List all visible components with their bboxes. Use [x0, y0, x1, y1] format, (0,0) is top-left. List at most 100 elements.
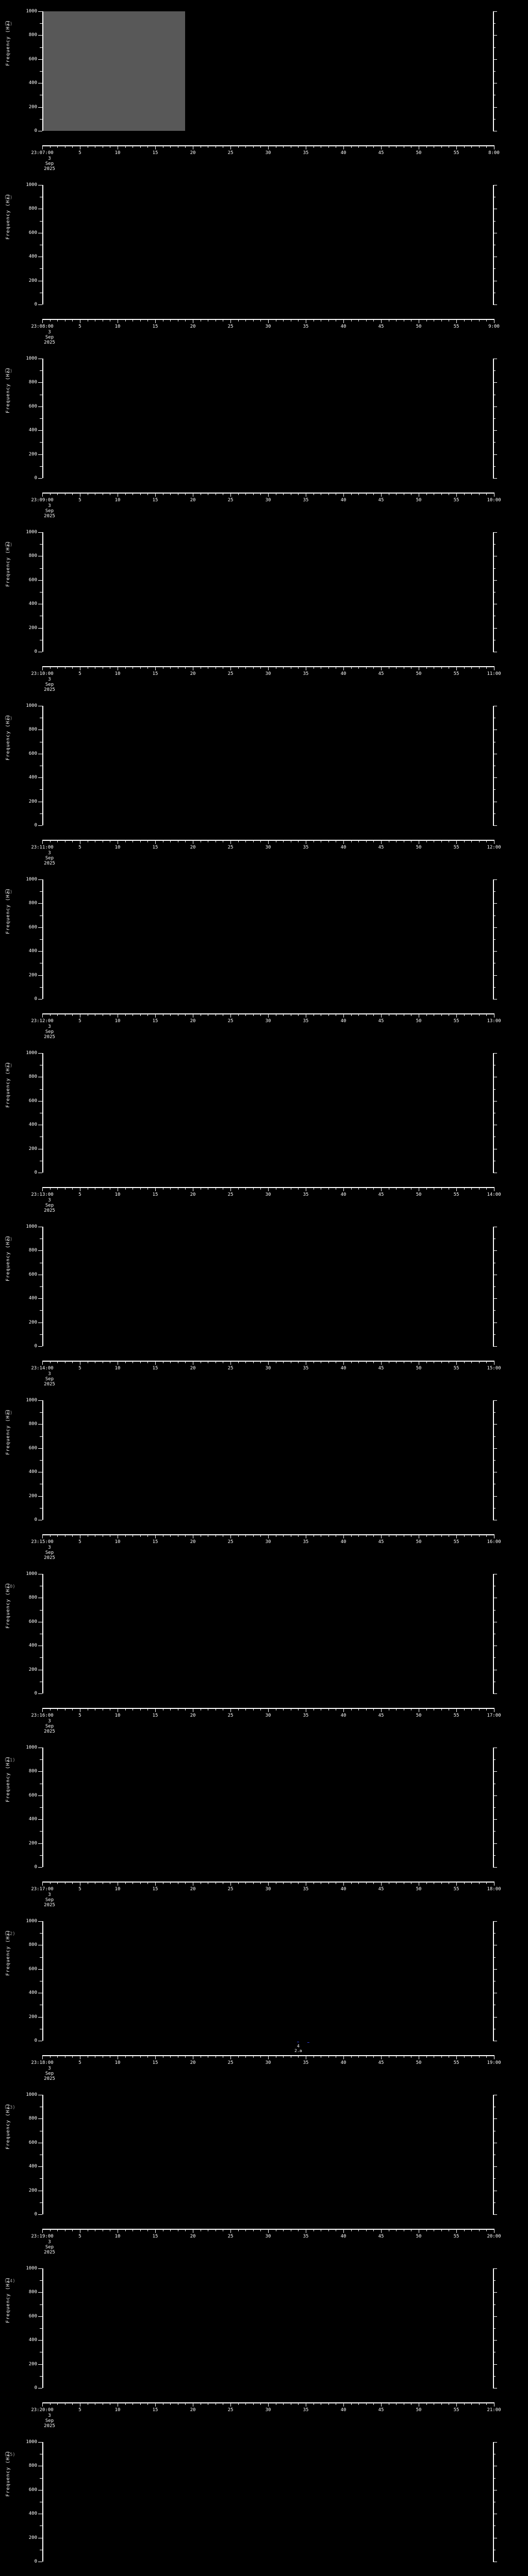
date-line: Sep [45, 161, 54, 166]
x-axis-minor-tick [238, 1708, 239, 1710]
x-axis-minor-tick [478, 319, 480, 321]
x-axis-tick [268, 1013, 269, 1018]
y-axis-tick-label: 600 [28, 56, 37, 62]
x-axis-tick-label: 40 [340, 2408, 346, 2413]
right-axis-minor-tick [493, 2280, 496, 2281]
right-axis-minor-tick [493, 939, 496, 940]
x-axis-tick-label: 55 [453, 1887, 459, 1892]
x-axis-minor-tick [72, 1187, 73, 1190]
y-axis-tick [38, 1819, 42, 1820]
y-axis-tick [38, 1795, 42, 1796]
annotation-label: 4 2.a [294, 2044, 302, 2053]
x-axis-minor-tick [373, 1708, 374, 1710]
right-axis-tick [493, 1496, 497, 1497]
y-axis-minor-tick [40, 466, 42, 467]
y-axis-tick-label: 600 [28, 1272, 37, 1277]
x-axis-tick-label: 10 [114, 671, 121, 676]
x-axis-minor-tick [366, 1882, 367, 1884]
x-axis-minor-tick [238, 2402, 239, 2405]
y-axis-tick-label: 1000 [26, 1398, 37, 1403]
x-axis-minor-tick [245, 666, 246, 669]
x-axis-tick [381, 1534, 382, 1538]
panel-number: (12) [4, 1931, 15, 1937]
x-axis-tick [268, 319, 269, 323]
y-axis-tick [38, 1298, 42, 1299]
x-axis-minor-tick [358, 1361, 359, 1363]
x-axis-minor-tick [245, 1187, 246, 1190]
y-axis-tick-label: 800 [28, 901, 37, 906]
x-axis-tick [343, 2229, 344, 2233]
right-axis-tick [493, 532, 497, 533]
y-axis-title: Frequency (Hz) [6, 714, 11, 760]
y-axis-tick [38, 1969, 42, 1970]
x-axis-minor-tick [260, 840, 261, 842]
y-axis-tick-label: 1000 [26, 2266, 37, 2271]
x-axis-tick-label: 50 [416, 1366, 422, 1371]
y-axis-tick-label: 600 [28, 2140, 37, 2145]
x-axis-tick-label: 55 [453, 498, 459, 503]
y-axis-minor-tick [40, 2328, 42, 2329]
x-axis-date-label: 3 Sep 2025 [44, 1371, 55, 1387]
y-axis-minor-tick [40, 1957, 42, 1958]
y-axis-tick-label: 400 [28, 2337, 37, 2343]
x-axis-minor-tick [185, 1882, 186, 1884]
plot-area [42, 1053, 494, 1173]
y-axis-spine [42, 1227, 43, 1346]
date-line: Sep [45, 1897, 54, 1903]
x-axis-tick-label: 5 [78, 845, 81, 850]
x-axis-minor-tick [253, 1361, 254, 1363]
x-axis-minor-tick [283, 1013, 284, 1016]
y-axis-tick-label: 800 [28, 32, 37, 38]
x-axis-tick-label: 50 [416, 498, 422, 503]
x-axis-tick-label: 15 [152, 1192, 158, 1197]
right-axis-tick [493, 1867, 497, 1868]
x-axis-minor-tick [373, 666, 374, 669]
x-axis-minor-tick [471, 145, 472, 148]
x-axis-date-label: 3 Sep 2025 [44, 1892, 55, 1908]
x-axis-minor-tick [486, 319, 487, 321]
y-axis-tick [38, 825, 42, 826]
y-axis-minor-tick [40, 118, 42, 120]
right-axis-tick [493, 1693, 497, 1694]
right-axis-tick [493, 2364, 497, 2365]
x-axis-minor-tick [426, 2229, 427, 2231]
x-axis-minor-tick [170, 1708, 171, 1710]
y-axis-tick-label: 400 [28, 254, 37, 260]
x-axis-minor-tick [170, 840, 171, 842]
x-axis-minor-tick [464, 2229, 465, 2231]
y-axis-tick-label: 400 [28, 1643, 37, 1649]
x-axis-end-label: 18:00 [487, 1887, 501, 1892]
y-axis-tick-label: 400 [28, 775, 37, 781]
right-axis-minor-tick [493, 418, 496, 419]
x-axis-minor-tick [283, 493, 284, 495]
x-axis-end-label: 9:00 [488, 324, 500, 329]
panel-8: (8) Frequency (Hz) 0 200 400 600 800 1000 23:14:… [0, 1215, 528, 1389]
plot-area [42, 185, 494, 304]
x-axis-tick-label: 10 [114, 150, 121, 156]
right-axis-minor-tick [493, 71, 496, 72]
y-axis-minor-tick [40, 1657, 42, 1658]
plot-area [42, 11, 494, 131]
y-axis-title: Frequency (Hz) [6, 1235, 11, 1281]
y-axis-minor-tick [40, 568, 42, 569]
x-axis-tick-label: 5 [78, 1539, 81, 1545]
date-line: Sep [45, 335, 54, 340]
x-axis-tick [268, 840, 269, 844]
right-axis-tick [493, 11, 497, 12]
x-axis-tick-label: 40 [340, 498, 346, 503]
x-axis-minor-tick [238, 1361, 239, 1363]
x-axis-tick-label: 15 [152, 1366, 158, 1371]
panel-3: (3) Frequency (Hz) 0 200 400 600 800 1000 23:09:… [0, 347, 528, 521]
x-axis-minor-tick [238, 1187, 239, 1190]
x-axis-minor-tick [170, 1187, 171, 1190]
date-line: 2025 [44, 2076, 55, 2081]
x-axis-minor-tick [298, 1534, 299, 1537]
y-axis-minor-tick [40, 789, 42, 790]
y-axis-tick-label: 1000 [26, 1745, 37, 1750]
x-axis-minor-tick [253, 2402, 254, 2405]
x-axis-tick-label: 40 [340, 1192, 346, 1197]
x-axis-minor-tick [358, 2055, 359, 2058]
x-axis-minor-tick [72, 2055, 73, 2058]
y-axis-tick-label: 1000 [26, 530, 37, 535]
x-axis-minor-tick [441, 666, 442, 669]
